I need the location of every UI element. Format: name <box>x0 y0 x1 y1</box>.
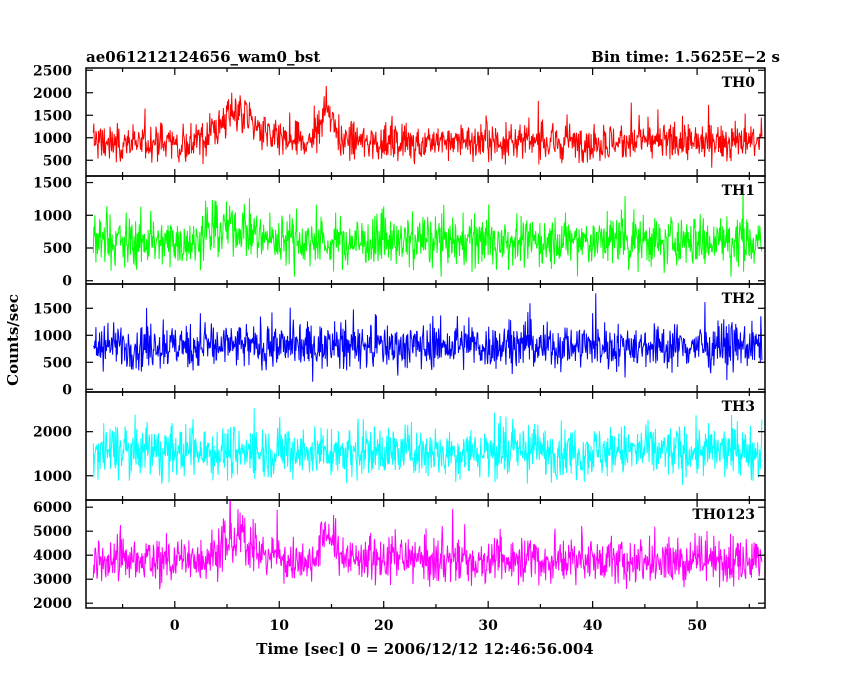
x-axis-label: Time [sec] 0 = 2006/12/12 12:46:56.004 <box>256 640 593 658</box>
plot-title: ae061212124656_wam0_bst <box>86 48 320 66</box>
panel-th2: 0 500 1000 1500 TH2 <box>33 283 766 398</box>
y-tick-label: 1000 <box>33 328 72 344</box>
panel-frame <box>85 67 766 177</box>
x-tick-label: 10 <box>270 618 290 634</box>
x-tick-label: 30 <box>478 618 498 634</box>
panel-th0123: 2000 3000 4000 5000 6000 TH0123 <box>33 499 766 612</box>
y-tick-label: 2500 <box>33 63 72 79</box>
x-tick-label: 50 <box>687 618 707 634</box>
y-tick-label: 1000 <box>33 131 72 147</box>
y-tick-label: 500 <box>43 153 72 169</box>
series-line-th2 <box>93 293 763 382</box>
series-line-th3 <box>92 408 763 486</box>
y-tick-label: 5000 <box>33 524 72 540</box>
y-tick-label: 1500 <box>33 301 72 317</box>
panel-frame <box>85 499 766 609</box>
y-tick-label: 1000 <box>33 469 72 485</box>
bin-time-label: Bin time: 1.5625E−2 s <box>591 48 780 66</box>
panel-th3: 1000 2000 TH3 <box>33 391 766 501</box>
panel-name-th0123: TH0123 <box>692 507 755 523</box>
panel-th1: 0 500 1000 1500 TH1 <box>33 175 766 290</box>
y-tick-label: 0 <box>62 382 72 398</box>
series-line-th0123 <box>92 500 763 590</box>
x-tick-label: 20 <box>374 618 394 634</box>
y-tick-label: 2000 <box>33 86 72 102</box>
y-axis-label: Counts/sec <box>4 294 22 386</box>
y-tick-label: 1500 <box>33 108 72 124</box>
y-tick-label: 0 <box>62 274 72 290</box>
y-tick-label: 2000 <box>33 596 72 612</box>
y-tick-label: 4000 <box>33 548 72 564</box>
panel-name-th1: TH1 <box>722 183 755 199</box>
panel-th0: 500 1000 1500 2000 2500 TH0 <box>33 63 766 177</box>
y-tick-label: 1000 <box>33 208 72 224</box>
y-tick-label: 6000 <box>33 500 72 516</box>
panel-name-th3: TH3 <box>722 399 755 415</box>
x-tick-label: 0 <box>170 618 180 634</box>
panel-name-th2: TH2 <box>722 291 755 307</box>
x-axis: 0 10 20 30 40 50 <box>170 618 707 634</box>
y-tick-label: 500 <box>43 241 72 257</box>
y-tick-label: 500 <box>43 355 72 371</box>
panel-frame <box>85 175 766 285</box>
panel-name-th0: TH0 <box>722 75 756 91</box>
x-tick-label: 40 <box>583 618 603 634</box>
series-line-th1 <box>92 185 763 277</box>
y-tick-label: 1500 <box>33 176 72 192</box>
series-line-th0 <box>92 85 763 168</box>
panels: 500 1000 1500 2000 2500 TH0 0 500 1000 1500 TH1 0 50… <box>33 63 766 612</box>
y-tick-label: 3000 <box>33 572 72 588</box>
y-tick-label: 2000 <box>33 425 72 441</box>
